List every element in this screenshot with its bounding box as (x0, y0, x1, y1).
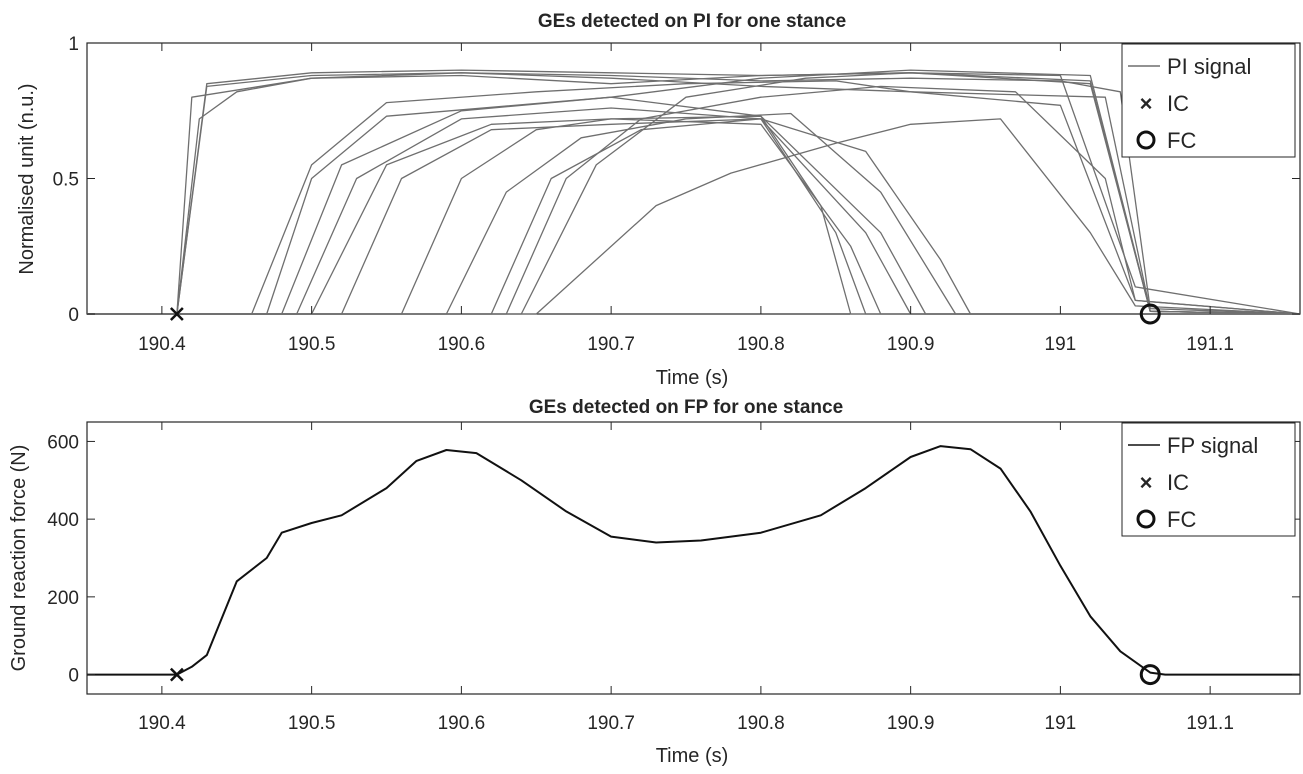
pi-legend-label-ic: IC (1167, 91, 1189, 116)
fp-legend-label-signal: FP signal (1167, 433, 1258, 458)
pi-y-tick-label-1: 0.5 (53, 170, 79, 191)
fp-chart-title: GEs detected on FP for one stance (529, 397, 843, 418)
pi-series-line-16 (87, 118, 1301, 315)
fp-legend-label-ic: IC (1167, 470, 1189, 495)
fp-y-axis-label: Ground reaction force (N) (8, 445, 30, 672)
fp-legend-x-marker: × (1140, 470, 1153, 495)
pi-series-line-7 (87, 96, 1300, 315)
fp-legend-label-fc: FC (1167, 507, 1196, 532)
fp-y-tick-label-0: 0 (68, 666, 79, 687)
fp-y-tick-label-2: 400 (47, 510, 79, 531)
pi-x-tick-label-1: 190.5 (288, 334, 336, 355)
pi-series-line-12 (87, 112, 1300, 315)
fp-x-tick-label-0: 190.4 (138, 713, 186, 734)
pi-x-tick-label-3: 190.7 (587, 334, 635, 355)
pi-series-line-14 (87, 85, 1301, 315)
fp-legend-box (1121, 422, 1296, 537)
pi-chart: GEs detected on PI for one stance 190.4 1… (16, 11, 1301, 389)
fp-x-tick-label-4: 190.8 (737, 713, 785, 734)
fp-y-tick-label-3: 600 (47, 432, 79, 453)
pi-series-line-1 (87, 72, 1301, 315)
fp-y-ticks: 0 200 400 600 (47, 432, 1300, 687)
pi-x-axis-label: Time (s) (656, 367, 729, 389)
fp-series-group (87, 445, 1300, 676)
pi-legend-x-marker: × (1140, 91, 1153, 116)
pi-markers (169, 303, 1161, 325)
pi-chart-title: GEs detected on PI for one stance (538, 11, 846, 32)
pi-legend-label-fc: FC (1167, 128, 1196, 153)
fp-x-tick-label-1: 190.5 (288, 713, 336, 734)
fp-series-line-1 (87, 445, 1300, 676)
fp-x-tick-label-6: 191 (1045, 713, 1077, 734)
fp-x-axis-label: Time (s) (656, 745, 729, 767)
pi-series-line-3 (87, 72, 1301, 315)
pi-x-ticks: 190.4 190.5 190.6 190.7 190.8 190.9 191 191.1 (138, 43, 1234, 355)
fp-legend-o-marker (1136, 509, 1156, 529)
fp-fc-marker (1139, 664, 1161, 686)
fp-x-ticks: 190.4 190.5 190.6 190.7 190.8 190.9 191 191.1 (138, 422, 1234, 734)
pi-y-ticks: 00.51 (53, 34, 1300, 326)
pi-y-tick-label-0: 0 (68, 305, 79, 326)
fp-plot-area (86, 421, 1301, 695)
pi-x-tick-label-4: 190.8 (737, 334, 785, 355)
fp-y-tick-label-1: 200 (47, 588, 79, 609)
pi-x-tick-label-2: 190.6 (438, 334, 486, 355)
pi-x-tick-label-6: 191 (1045, 334, 1077, 355)
pi-series-line-4 (87, 72, 1301, 315)
pi-series-line-6 (87, 69, 1301, 315)
pi-x-tick-label-7: 191.1 (1186, 334, 1234, 355)
pi-series-line-11 (87, 115, 1300, 315)
pi-x-tick-label-0: 190.4 (138, 334, 186, 355)
pi-y-axis-label: Normalised unit (n.u.) (16, 83, 38, 274)
fp-markers (169, 664, 1161, 686)
fp-x-tick-label-2: 190.6 (438, 713, 486, 734)
pi-legend: PI signal × IC FC (1121, 43, 1296, 158)
pi-series-line-8 (87, 107, 1300, 315)
fp-x-tick-label-3: 190.7 (587, 713, 635, 734)
pi-series-group (87, 69, 1301, 315)
fp-x-tick-label-7: 191.1 (1186, 713, 1234, 734)
pi-series-line-13 (87, 118, 1300, 315)
pi-series-line-9 (87, 118, 1300, 315)
pi-y-tick-label-2: 1 (68, 34, 79, 55)
pi-legend-o-marker (1136, 130, 1156, 150)
pi-series-line-5 (87, 80, 1301, 315)
pi-fc-marker (1139, 303, 1161, 325)
pi-series-line-15 (87, 72, 1301, 315)
pi-series-line-10 (87, 118, 1300, 315)
pi-ic-marker (169, 307, 184, 321)
pi-legend-label-signal: PI signal (1167, 54, 1251, 79)
fp-legend: FP signal × IC FC (1121, 422, 1296, 537)
fp-x-tick-label-5: 190.9 (887, 713, 935, 734)
fp-ic-marker (169, 667, 184, 682)
fp-chart: GEs detected on FP for one stance 190.4 1… (8, 397, 1301, 767)
pi-legend-box (1121, 43, 1296, 158)
pi-x-tick-label-5: 190.9 (887, 334, 935, 355)
